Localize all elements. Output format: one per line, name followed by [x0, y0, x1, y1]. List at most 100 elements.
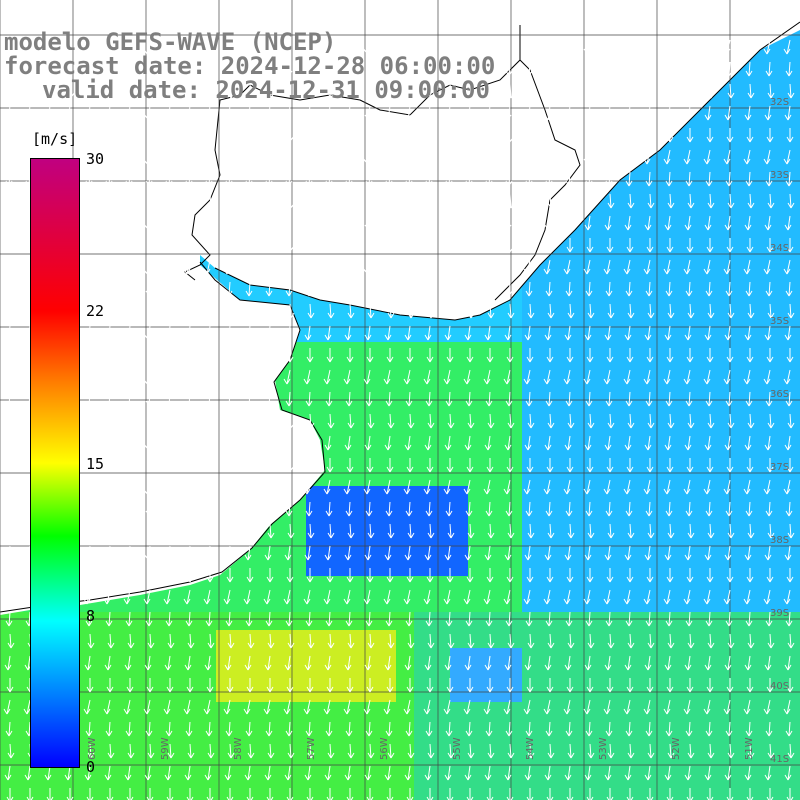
wind-arrow: [245, 281, 253, 297]
wind-arrow: [383, 589, 391, 605]
wind-arrow: [583, 479, 591, 495]
wind-arrow: [304, 435, 312, 451]
wind-arrow: [705, 281, 713, 297]
wind-arrow: [405, 61, 413, 77]
wind-arrow: [684, 105, 692, 121]
wind-arrow: [223, 149, 231, 165]
wind-arrow: [723, 149, 731, 165]
wind-arrow: [345, 61, 353, 77]
wind-arrow: [5, 171, 13, 187]
wind-arrow: [106, 568, 114, 583]
wind-arrow: [587, 193, 595, 209]
wind-arrow: [607, 633, 615, 649]
wind-arrow: [203, 259, 211, 275]
wind-arrow: [205, 61, 213, 77]
wind-arrow: [147, 303, 155, 319]
wind-arrow: [704, 325, 712, 341]
wind-arrow: [507, 413, 515, 429]
wind-arrow: [664, 545, 672, 561]
wind-arrow: [405, 721, 413, 737]
wind-arrow: [86, 458, 94, 473]
wind-arrow: [184, 325, 192, 341]
wind-arrow: [643, 589, 651, 605]
wind-arrow: [743, 149, 751, 165]
wind-arrow: [44, 105, 52, 121]
wind-arrow: [403, 369, 411, 385]
wind-arrow: [186, 678, 194, 693]
wind-arrow: [647, 193, 655, 209]
wind-arrow: [444, 105, 452, 121]
wind-arrow: [463, 479, 471, 495]
wind-arrow: [446, 128, 454, 143]
wind-arrow: [604, 545, 612, 561]
wind-arrow: [206, 348, 214, 363]
wind-arrow: [566, 128, 574, 143]
wind-arrow: [604, 105, 612, 121]
wind-arrow: [686, 568, 694, 583]
wind-arrow: [603, 699, 611, 715]
wind-arrow: [704, 655, 712, 671]
wind-arrow: [207, 193, 215, 209]
wind-arrow: [484, 435, 492, 451]
wind-arrow: [707, 83, 715, 99]
wind-arrow: [126, 128, 134, 143]
wind-arrow: [447, 743, 455, 759]
wind-arrow: [246, 678, 254, 693]
wind-arrow: [203, 39, 211, 55]
wind-arrow: [605, 61, 613, 77]
wind-arrow: [544, 215, 552, 231]
wind-arrow: [686, 458, 694, 473]
wind-arrow: [166, 678, 174, 693]
wind-arrow: [143, 149, 151, 165]
wind-arrow: [145, 61, 153, 77]
wind-arrow: [265, 61, 273, 77]
wind-arrow: [586, 238, 594, 253]
wind-arrow: [503, 259, 511, 275]
latitude-label: 36S: [770, 389, 789, 400]
wind-arrow: [307, 633, 315, 649]
wind-arrow: [104, 435, 112, 451]
wind-arrow: [707, 303, 715, 319]
wind-arrow: [787, 743, 795, 759]
wind-arrow: [127, 193, 135, 209]
wind-arrow: [246, 458, 254, 473]
wind-arrow: [144, 655, 152, 671]
wind-arrow: [743, 259, 751, 275]
wind-arrow: [525, 281, 533, 297]
wind-arrow: [325, 391, 333, 407]
wind-arrow: [666, 458, 674, 473]
wind-arrow: [584, 215, 592, 231]
wind-arrow: [705, 171, 713, 187]
wind-arrow: [463, 259, 471, 275]
wind-arrow: [187, 83, 195, 99]
wind-arrow: [667, 193, 675, 209]
wind-arrow: [486, 128, 494, 143]
wind-arrow: [685, 171, 693, 187]
wind-arrow: [603, 589, 611, 605]
wind-arrow: [547, 743, 555, 759]
wind-arrow: [23, 39, 31, 55]
wind-arrow: [245, 721, 253, 737]
wind-arrow: [727, 633, 735, 649]
wind-arrow: [503, 699, 511, 715]
wind-arrow: [463, 149, 471, 165]
longitude-label: 55W: [452, 737, 463, 760]
wind-arrow: [124, 655, 132, 671]
wind-arrow: [466, 568, 474, 583]
wind-arrow: [84, 215, 92, 231]
wind-arrow: [366, 128, 374, 143]
wind-arrow: [547, 523, 555, 539]
wind-arrow: [523, 39, 531, 55]
title-valid-date: valid date: 2024-12-31 09:00:00: [42, 76, 490, 104]
latitude-label: 38S: [770, 535, 789, 546]
wind-arrow: [144, 325, 152, 341]
wind-arrow: [427, 303, 435, 319]
wind-arrow: [407, 193, 415, 209]
wind-arrow: [267, 633, 275, 649]
wind-arrow: [744, 765, 752, 781]
wind-arrow: [526, 458, 534, 473]
wind-arrow: [105, 391, 113, 407]
wind-arrow: [326, 568, 334, 583]
wind-arrow: [523, 149, 531, 165]
wind-arrow: [204, 655, 212, 671]
